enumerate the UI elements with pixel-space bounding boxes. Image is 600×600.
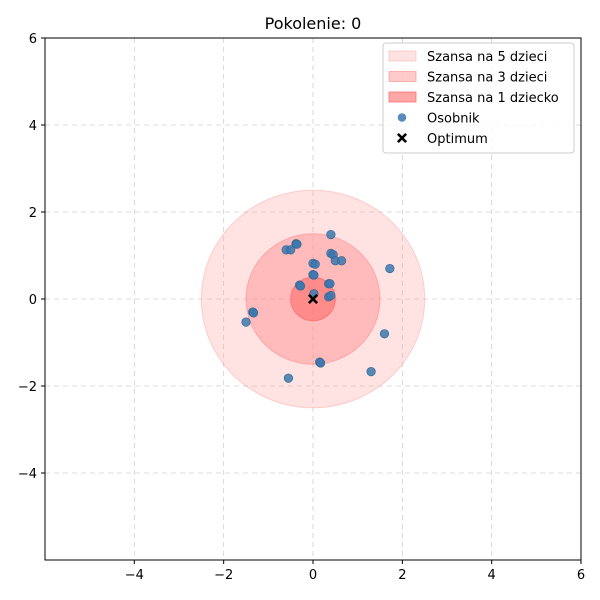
point-0-13 [309,270,319,280]
optimum-marker [307,293,319,305]
y-tick-label-4: 4 [29,119,37,134]
x-tick-0: −4 [125,560,144,583]
legend-swatch-3 [397,113,407,122]
y-tick-2: 0 [29,293,45,308]
x-tick-label-1: −2 [214,568,233,583]
y-tick-3: 2 [29,206,45,221]
point-0-17 [325,279,335,289]
x-tick-label-5: 6 [577,568,585,583]
y-tick-label-2: 0 [29,293,37,308]
point-0-11 [310,259,320,269]
y-tick-label-0: −4 [18,467,37,482]
point-0-28 [283,373,294,383]
point-0-24 [379,329,390,339]
x-tick-label-2: 0 [309,568,317,583]
x-tick-2: 0 [309,560,317,583]
legend-item-2: Szansa na 1 dziecko [388,91,559,106]
x-tick-3: 2 [398,560,406,583]
legend-box [382,42,575,154]
point-0-2 [286,245,296,255]
y-tick-label-5: 6 [29,32,37,47]
point-0-26 [315,358,326,368]
point-0-8 [336,256,347,266]
legend-swatch-4 [396,132,408,144]
point-0-0 [326,230,336,240]
point-0-19 [326,290,336,301]
legend: Szansa na 5 dzieci Szansa na 3 dzieci Szan… [382,42,575,154]
point-0-23 [241,317,251,327]
legend-item-4: Optimum [396,132,488,147]
y-tick-label-1: −2 [18,380,37,395]
y-tick-label-3: 2 [29,206,37,221]
x-tick-4: 4 [488,560,496,583]
point-0-22 [248,308,259,318]
point-0-15 [295,281,306,291]
legend-item-3: Osobnik [397,112,480,127]
x-tick-5: 6 [577,560,585,583]
legend-swatch-2 [388,91,417,103]
ticks: −4 −2 0 2 4 6 −4 −2 0 2 4 6 [18,32,585,583]
x-tick-label-0: −4 [125,568,144,583]
legend-label-2: Szansa na 1 dziecko [427,91,559,106]
legend-label-1: Szansa na 3 dzieci [427,71,547,86]
point-0-9 [385,263,395,274]
y-tick-0: −4 [18,467,45,482]
legend-item-0: Szansa na 5 dzieci [388,50,547,65]
point-0-27 [366,367,376,377]
x-tick-label-4: 4 [488,568,496,583]
optimum-marker-group [307,293,319,305]
legend-label-4: Optimum [427,132,488,147]
y-tick-5: 6 [29,32,45,47]
chart-title: Pokolenie: 0 [265,14,362,33]
x-tick-1: −2 [214,560,233,583]
x-tick-label-3: 2 [398,568,406,583]
legend-label-0: Szansa na 5 dzieci [427,50,547,65]
legend-swatch-0 [388,50,417,62]
y-tick-4: 4 [29,119,45,134]
point-0-4 [292,239,302,249]
legend-label-3: Osobnik [427,112,480,127]
y-tick-1: −2 [18,380,45,395]
legend-swatch-1 [388,71,417,82]
legend-item-1: Szansa na 3 dzieci [388,71,547,86]
